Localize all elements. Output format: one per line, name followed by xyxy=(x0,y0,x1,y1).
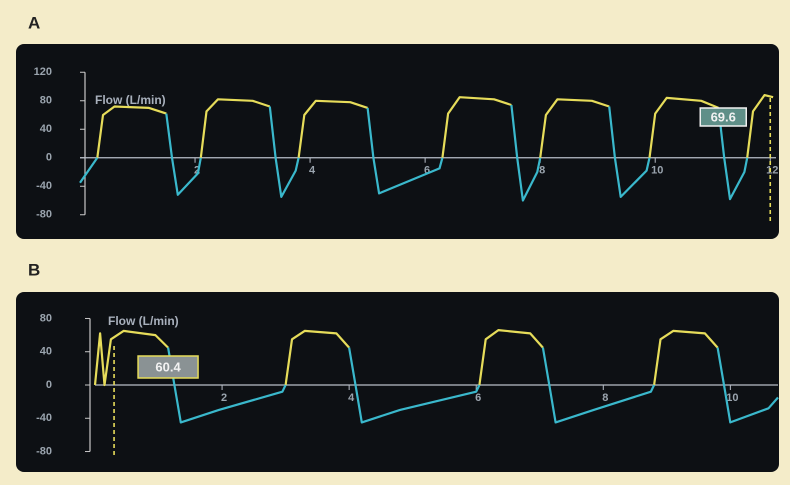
x-tick-label: 4 xyxy=(348,392,355,404)
x-tick-label: 4 xyxy=(309,165,316,177)
x-tick-label: 8 xyxy=(602,392,608,404)
panel-label: A xyxy=(28,13,40,32)
x-tick-label: 6 xyxy=(475,392,481,404)
y-tick-label: 80 xyxy=(40,95,52,107)
panel-label: B xyxy=(28,260,40,279)
y-tick-label: 120 xyxy=(34,66,52,78)
panel-a-screen xyxy=(16,44,779,239)
y-axis-label: Flow (L/min) xyxy=(95,93,166,107)
x-tick-label: 10 xyxy=(651,165,663,177)
y-axis-label: Flow (L/min) xyxy=(108,314,179,328)
y-tick-label: 40 xyxy=(40,123,52,135)
y-tick-label: -40 xyxy=(36,180,52,192)
x-tick-label: 12 xyxy=(766,165,778,177)
readout-value: 69.6 xyxy=(711,109,736,124)
y-tick-label: -80 xyxy=(36,445,52,457)
readout-value: 60.4 xyxy=(155,359,181,374)
x-tick-label: 2 xyxy=(221,392,227,404)
y-tick-label: -80 xyxy=(36,209,52,221)
y-tick-label: 0 xyxy=(46,152,52,164)
x-tick-label: 8 xyxy=(539,165,545,177)
chart: AFlow (L/min)12080400-40-802468101269.6B… xyxy=(0,0,790,485)
x-tick-label: 10 xyxy=(726,392,738,404)
y-tick-label: 80 xyxy=(40,312,52,324)
y-tick-label: 0 xyxy=(46,379,52,391)
y-tick-label: -40 xyxy=(36,412,52,424)
y-tick-label: 40 xyxy=(40,346,52,358)
